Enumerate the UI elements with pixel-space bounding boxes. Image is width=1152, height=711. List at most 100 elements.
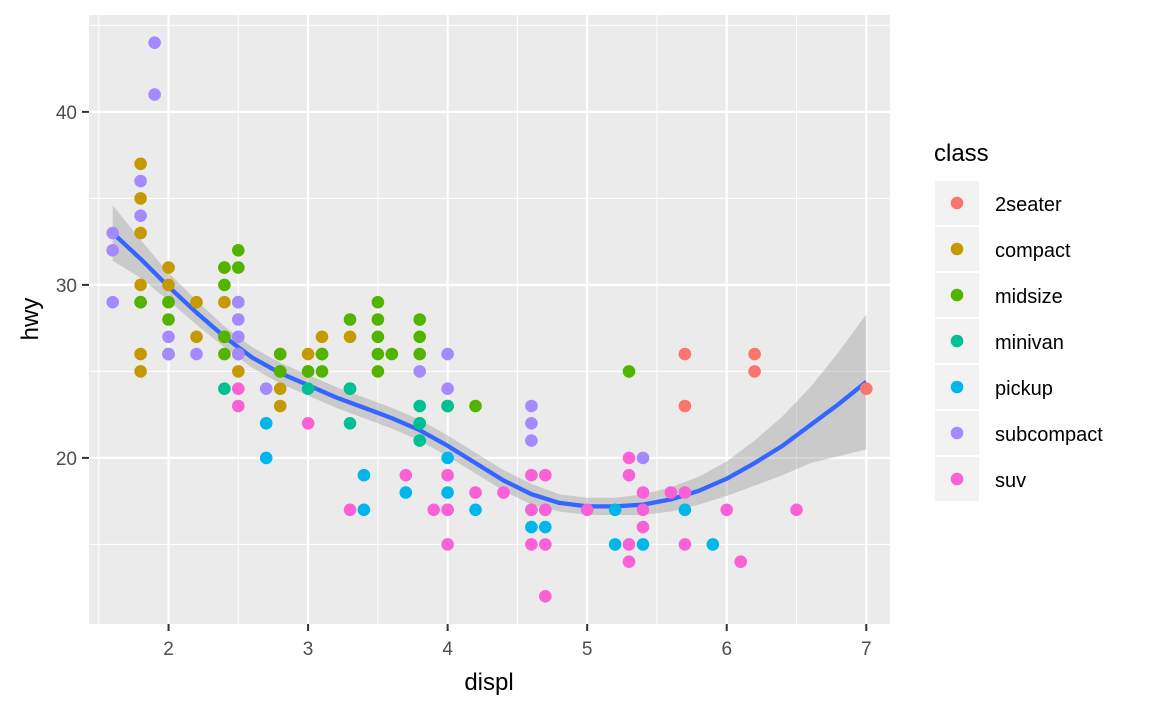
data-point-suv	[580, 503, 594, 517]
data-point-pickup	[357, 503, 371, 517]
data-point-midsize	[273, 365, 287, 378]
data-point-midsize	[371, 313, 385, 326]
data-point-pickup	[608, 538, 622, 551]
data-point-pickup	[539, 520, 552, 534]
data-point-2seater	[678, 399, 692, 413]
legend-title: class	[934, 140, 989, 167]
data-point-midsize	[371, 365, 385, 378]
data-point-subcompact	[259, 382, 273, 396]
data-point-suv	[539, 590, 552, 603]
data-point-compact	[162, 261, 175, 274]
data-point-midsize	[371, 330, 385, 344]
data-point-suv	[469, 486, 482, 499]
x-tick-label: 4	[442, 639, 453, 660]
data-point-midsize	[301, 365, 315, 378]
x-tick-label: 3	[303, 639, 314, 660]
data-point-midsize	[232, 261, 245, 274]
data-point-compact	[162, 278, 175, 292]
data-point-suv	[734, 555, 747, 568]
data-point-subcompact	[162, 347, 175, 361]
data-point-compact	[134, 365, 147, 378]
data-point-midsize	[218, 330, 231, 344]
data-point-compact	[273, 382, 287, 396]
data-point-midsize	[343, 313, 357, 326]
data-point-midsize	[413, 330, 427, 344]
data-point-compact	[301, 347, 315, 361]
legend-label-compact: compact	[995, 240, 1071, 262]
data-point-subcompact	[162, 330, 175, 344]
smooth-confidence-band	[112, 205, 867, 516]
data-point-compact	[273, 399, 287, 413]
data-point-midsize	[162, 295, 175, 309]
legend-label-minivan: minivan	[995, 332, 1064, 354]
data-point-suv	[636, 486, 650, 499]
data-point-suv	[525, 468, 538, 482]
legend-swatch-compact	[950, 242, 964, 256]
data-point-pickup	[441, 486, 454, 499]
plot-panel	[89, 15, 890, 624]
data-point-compact	[343, 330, 357, 344]
data-point-suv	[622, 468, 636, 482]
data-point-midsize	[413, 313, 427, 326]
data-point-subcompact	[441, 382, 454, 396]
legend-label-midsize: midsize	[995, 286, 1063, 308]
data-point-compact	[134, 347, 147, 361]
data-point-midsize	[469, 399, 482, 413]
data-point-subcompact	[413, 365, 427, 378]
data-point-2seater	[678, 347, 692, 361]
data-point-midsize	[413, 347, 427, 361]
legend: class 2seater compact midsize minivan pickup…	[934, 140, 1103, 501]
data-point-subcompact	[190, 347, 203, 361]
data-point-midsize	[218, 261, 231, 274]
data-point-suv	[664, 486, 678, 499]
data-point-compact	[190, 295, 203, 309]
data-point-midsize	[232, 244, 245, 257]
data-point-subcompact	[134, 209, 147, 222]
legend-swatch-subcompact	[950, 426, 964, 440]
y-axis-title: hwy	[17, 298, 44, 341]
x-tick-label: 7	[861, 639, 872, 660]
data-point-pickup	[259, 451, 273, 465]
x-tick-label: 2	[163, 639, 174, 660]
data-point-subcompact	[232, 313, 245, 326]
data-point-midsize	[134, 295, 147, 309]
data-point-compact	[134, 278, 147, 292]
data-point-suv	[539, 503, 552, 517]
data-point-pickup	[678, 503, 692, 517]
data-point-midsize	[315, 347, 329, 361]
legend-swatch-2seater	[950, 196, 964, 210]
y-tick-label: 40	[56, 103, 77, 124]
data-point-suv	[539, 468, 552, 482]
data-point-subcompact	[148, 88, 161, 101]
data-point-pickup	[636, 538, 650, 551]
data-point-suv	[232, 382, 245, 396]
data-point-pickup	[399, 486, 413, 499]
data-point-compact	[232, 365, 245, 378]
data-point-subcompact	[106, 295, 119, 309]
data-point-2seater	[748, 365, 761, 378]
data-point-suv	[790, 503, 803, 517]
data-point-suv	[622, 451, 636, 465]
data-point-suv	[678, 538, 692, 551]
data-point-2seater	[860, 382, 873, 396]
data-point-suv	[525, 503, 538, 517]
data-point-pickup	[259, 417, 273, 430]
legend-label-2seater: 2seater	[995, 194, 1062, 216]
data-point-midsize	[273, 347, 287, 361]
data-point-subcompact	[525, 417, 538, 430]
legend-swatch-minivan	[950, 334, 964, 348]
data-point-suv	[232, 399, 245, 413]
data-point-suv	[636, 503, 650, 517]
data-point-minivan	[218, 382, 231, 396]
data-point-suv	[399, 468, 413, 482]
x-axis-title: displ	[464, 669, 513, 696]
data-point-pickup	[706, 538, 720, 551]
data-point-minivan	[441, 399, 454, 413]
y-tick-label: 20	[56, 449, 77, 470]
legend-label-suv: suv	[995, 470, 1026, 492]
data-point-pickup	[441, 451, 454, 465]
data-point-compact	[134, 157, 147, 171]
data-point-pickup	[357, 468, 371, 482]
legend-label-pickup: pickup	[995, 378, 1053, 400]
